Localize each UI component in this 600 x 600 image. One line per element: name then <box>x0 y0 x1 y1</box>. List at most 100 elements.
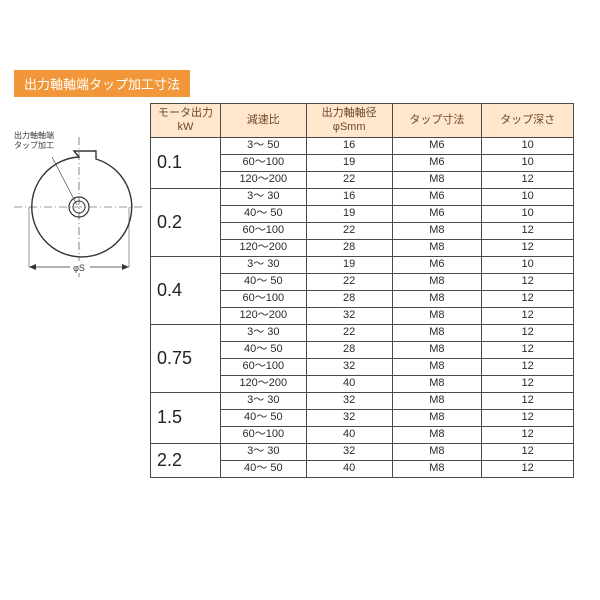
cell-tap: M6 <box>392 189 482 206</box>
cell-ratio: 60～100 <box>220 359 306 376</box>
cell-s: 40 <box>306 461 392 478</box>
cell-tap: M6 <box>392 155 482 172</box>
table-row: 0.23～ 3016M610 <box>151 189 574 206</box>
cell-kw: 2.2 <box>151 444 221 478</box>
cell-s: 28 <box>306 240 392 257</box>
cell-ratio: 120～200 <box>220 172 306 189</box>
cell-depth: 12 <box>482 427 574 444</box>
cell-kw: 0.2 <box>151 189 221 257</box>
col-kw: モータ出力 kW <box>151 104 221 138</box>
cell-tap: M8 <box>392 342 482 359</box>
cell-depth: 10 <box>482 206 574 223</box>
cell-ratio: 3～ 30 <box>220 189 306 206</box>
cell-depth: 12 <box>482 325 574 342</box>
diagram-label: 出力軸軸端 タップ加工 <box>14 131 54 150</box>
cell-tap: M8 <box>392 427 482 444</box>
cell-tap: M8 <box>392 461 482 478</box>
cell-s: 22 <box>306 274 392 291</box>
cell-depth: 10 <box>482 138 574 155</box>
cell-depth: 12 <box>482 223 574 240</box>
cell-ratio: 40～ 50 <box>220 410 306 427</box>
cell-tap: M8 <box>392 376 482 393</box>
spec-table: モータ出力 kW 減速比 出力軸軸径 φSmm タップ寸法 タップ深さ 0.13… <box>150 103 574 478</box>
cell-ratio: 3～ 30 <box>220 393 306 410</box>
cell-kw: 0.4 <box>151 257 221 325</box>
cell-depth: 12 <box>482 393 574 410</box>
cell-s: 19 <box>306 257 392 274</box>
table-row: 1.53～ 3032M812 <box>151 393 574 410</box>
cell-kw: 0.1 <box>151 138 221 189</box>
diagram-label-line2: タップ加工 <box>14 141 54 150</box>
cell-ratio: 60～100 <box>220 427 306 444</box>
cell-depth: 12 <box>482 342 574 359</box>
cell-depth: 10 <box>482 155 574 172</box>
table-row: 0.43～ 3019M610 <box>151 257 574 274</box>
cell-ratio: 40～ 50 <box>220 274 306 291</box>
cell-depth: 12 <box>482 410 574 427</box>
cell-ratio: 40～ 50 <box>220 342 306 359</box>
col-shaft-l2: φSmm <box>333 121 366 133</box>
cell-s: 32 <box>306 410 392 427</box>
cell-tap: M8 <box>392 325 482 342</box>
col-shaft: 出力軸軸径 φSmm <box>306 104 392 138</box>
cell-ratio: 120～200 <box>220 308 306 325</box>
table-row: 2.23～ 3032M812 <box>151 444 574 461</box>
section-heading: 出力軸軸端タップ加工寸法 <box>14 70 190 97</box>
cell-ratio: 120～200 <box>220 376 306 393</box>
cell-depth: 12 <box>482 291 574 308</box>
cell-ratio: 60～100 <box>220 223 306 240</box>
table-row: 0.13～ 5016M610 <box>151 138 574 155</box>
cell-tap: M8 <box>392 359 482 376</box>
cell-tap: M8 <box>392 240 482 257</box>
cell-depth: 10 <box>482 189 574 206</box>
cell-tap: M8 <box>392 223 482 240</box>
cell-s: 40 <box>306 427 392 444</box>
cell-tap: M8 <box>392 172 482 189</box>
cell-depth: 12 <box>482 359 574 376</box>
cell-tap: M8 <box>392 410 482 427</box>
cell-ratio: 3～ 30 <box>220 444 306 461</box>
cell-ratio: 3～ 30 <box>220 325 306 342</box>
cell-ratio: 60～100 <box>220 155 306 172</box>
col-tap: タップ寸法 <box>392 104 482 138</box>
cell-s: 16 <box>306 138 392 155</box>
cell-s: 28 <box>306 291 392 308</box>
cell-depth: 12 <box>482 461 574 478</box>
cell-depth: 10 <box>482 257 574 274</box>
cell-ratio: 40～ 50 <box>220 206 306 223</box>
shaft-diagram: 出力軸軸端 タップ加工 φS <box>14 103 144 289</box>
cell-s: 19 <box>306 155 392 172</box>
cell-depth: 12 <box>482 376 574 393</box>
cell-ratio: 3～ 50 <box>220 138 306 155</box>
col-shaft-l1: 出力軸軸径 <box>322 107 377 119</box>
cell-kw: 0.75 <box>151 325 221 393</box>
cell-kw: 1.5 <box>151 393 221 444</box>
diagram-label-line1: 出力軸軸端 <box>14 131 54 140</box>
cell-s: 22 <box>306 325 392 342</box>
col-ratio: 減速比 <box>220 104 306 138</box>
cell-s: 40 <box>306 376 392 393</box>
cell-tap: M8 <box>392 308 482 325</box>
cell-s: 22 <box>306 223 392 240</box>
cell-depth: 12 <box>482 444 574 461</box>
cell-tap: M6 <box>392 206 482 223</box>
cell-tap: M8 <box>392 274 482 291</box>
shaft-svg: φS <box>14 127 144 287</box>
table-header-row: モータ出力 kW 減速比 出力軸軸径 φSmm タップ寸法 タップ深さ <box>151 104 574 138</box>
cell-s: 22 <box>306 172 392 189</box>
cell-depth: 12 <box>482 240 574 257</box>
cell-s: 16 <box>306 189 392 206</box>
col-depth: タップ深さ <box>482 104 574 138</box>
cell-depth: 12 <box>482 274 574 291</box>
cell-s: 32 <box>306 393 392 410</box>
cell-tap: M8 <box>392 393 482 410</box>
cell-ratio: 3～ 30 <box>220 257 306 274</box>
col-kw-l2: kW <box>178 121 194 133</box>
cell-s: 32 <box>306 444 392 461</box>
cell-s: 32 <box>306 359 392 376</box>
table-row: 0.753～ 3022M812 <box>151 325 574 342</box>
phi-s-label: φS <box>73 263 85 273</box>
cell-s: 32 <box>306 308 392 325</box>
cell-tap: M8 <box>392 444 482 461</box>
cell-s: 19 <box>306 206 392 223</box>
